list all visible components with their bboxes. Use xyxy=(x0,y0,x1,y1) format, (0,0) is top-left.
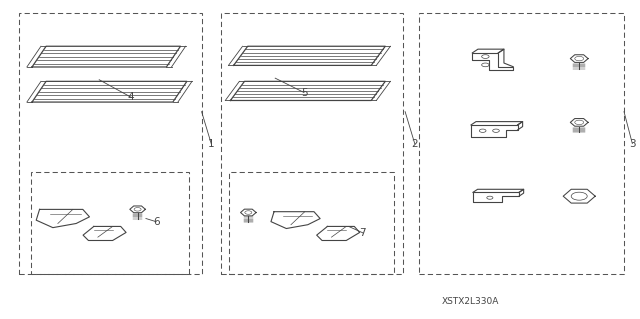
Text: 1: 1 xyxy=(208,138,214,149)
Text: XSTX2L330A: XSTX2L330A xyxy=(442,297,499,306)
Text: 5: 5 xyxy=(301,87,307,98)
Text: 7: 7 xyxy=(360,228,366,238)
Text: 4: 4 xyxy=(128,92,134,102)
Text: 6: 6 xyxy=(153,217,159,227)
Text: 2: 2 xyxy=(412,138,418,149)
Text: 3: 3 xyxy=(629,138,636,149)
